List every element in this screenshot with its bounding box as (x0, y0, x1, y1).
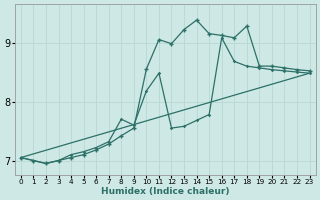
X-axis label: Humidex (Indice chaleur): Humidex (Indice chaleur) (101, 187, 229, 196)
